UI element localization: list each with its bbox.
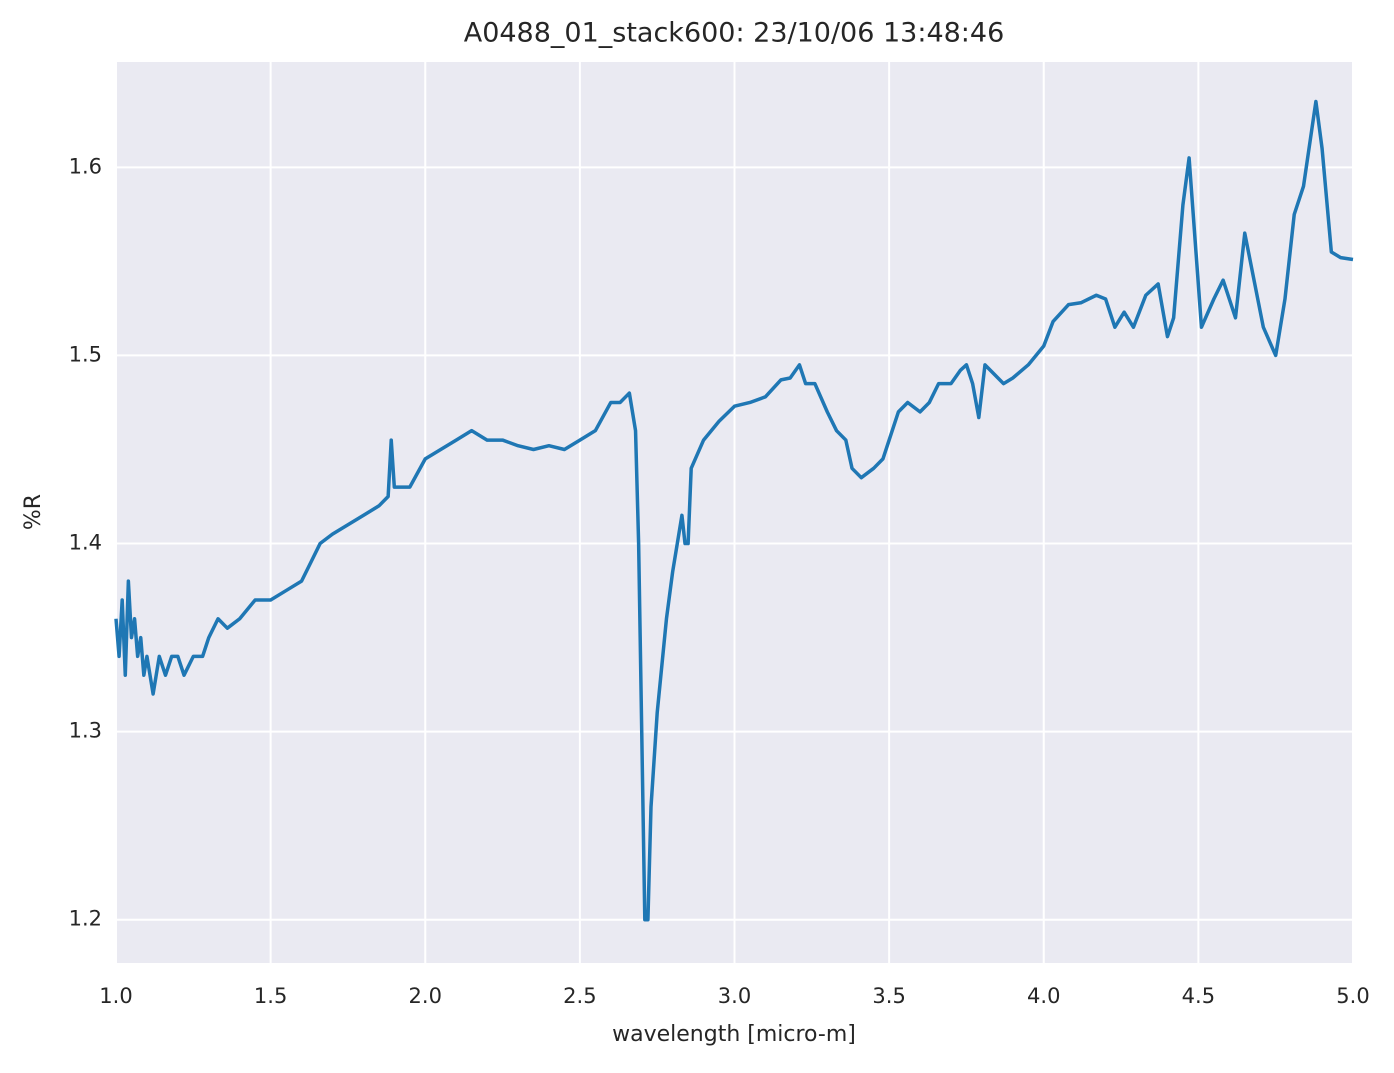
y-tick-label: 1.4: [69, 531, 102, 555]
x-tick-label: 4.5: [1182, 984, 1215, 1008]
y-tick-label: 1.5: [69, 342, 102, 366]
x-tick-label: 2.0: [409, 984, 442, 1008]
chart-title: A0488_01_stack600: 23/10/06 13:48:46: [464, 18, 1005, 49]
y-tick-label: 1.2: [69, 907, 102, 931]
x-tick-label: 2.5: [563, 984, 596, 1008]
x-tick-label: 1.5: [254, 984, 287, 1008]
x-axis-label: wavelength [micro-m]: [612, 1022, 856, 1047]
y-axis-label: %R: [21, 494, 46, 530]
x-tick-label: 1.0: [99, 984, 132, 1008]
y-tick-label: 1.3: [69, 719, 102, 743]
x-tick-label: 3.5: [872, 984, 905, 1008]
x-tick-label: 3.0: [718, 984, 751, 1008]
x-tick-label: 5.0: [1336, 984, 1369, 1008]
x-tick-label: 4.0: [1027, 984, 1060, 1008]
y-tick-label: 1.6: [69, 154, 102, 178]
data-line: [114, 99, 1354, 922]
